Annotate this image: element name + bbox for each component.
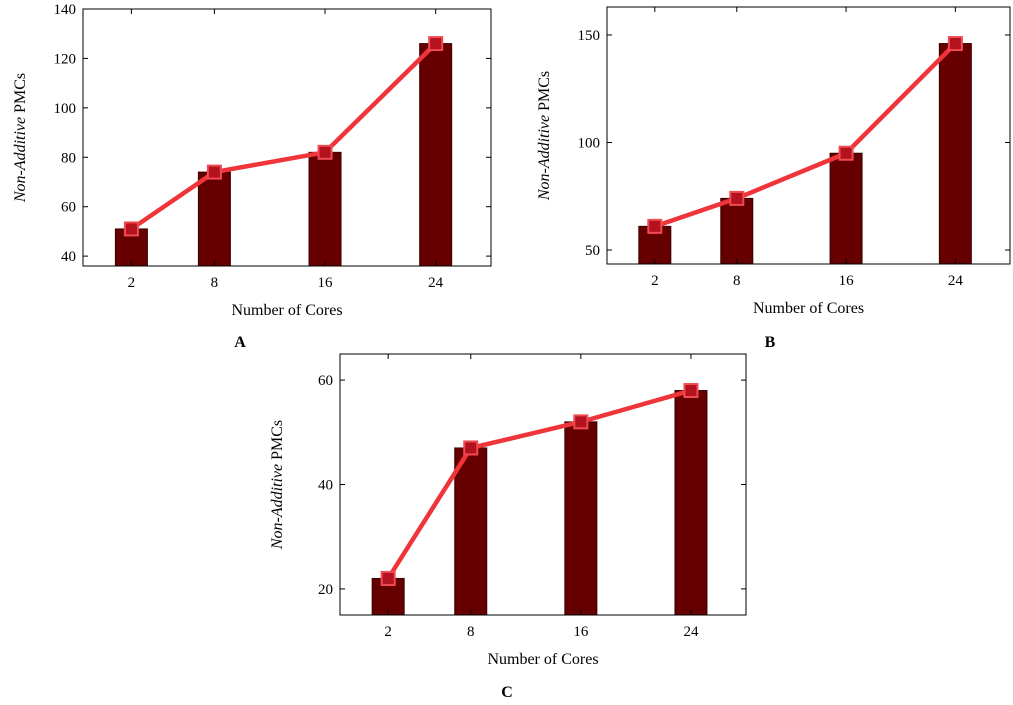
bar-c-16 xyxy=(564,421,598,616)
chart-panel-a: 40 60 80 100 120 140 2 8 16 24 Number of Cores Non-… xyxy=(12,2,492,351)
series-line-b xyxy=(652,41,958,229)
x-tick-label-b: 8 xyxy=(733,273,741,289)
series-line-c xyxy=(385,388,694,581)
bar-b-24 xyxy=(938,43,972,265)
x-tick-label-c: 8 xyxy=(467,624,475,640)
marker-a-24 xyxy=(428,36,444,52)
bar-b-16 xyxy=(829,152,863,265)
y-axis-label-a: Non-Additive PMCs xyxy=(12,73,29,203)
bar-a-16 xyxy=(308,151,342,267)
chart-panel-c: 20 40 60 2 8 16 24 Number of Cores Non-Additive … xyxy=(269,353,747,701)
y-tick-label-c: 60 xyxy=(318,373,333,389)
bar-a-8 xyxy=(197,171,231,267)
y-tick-label-a: 100 xyxy=(54,101,77,117)
x-axis-label-b: Number of Cores xyxy=(753,300,864,317)
x-tick-label-a: 24 xyxy=(428,275,444,291)
y-axis-label-b: Non-Additive PMCs xyxy=(536,71,553,201)
chart-panel-b: 50 100 150 2 8 16 24 Number of Cores Non-Additiv… xyxy=(536,6,1011,351)
x-tick-label-b: 2 xyxy=(651,273,659,289)
y-tick-label-c: 40 xyxy=(318,478,333,494)
x-axis-label-c: Number of Cores xyxy=(487,651,598,668)
x-tick-label-c: 16 xyxy=(573,624,589,640)
series-line-a xyxy=(129,41,438,232)
y-tick-label-a: 120 xyxy=(54,51,77,67)
panel-label-a: A xyxy=(234,334,246,351)
x-tick-label-c: 24 xyxy=(683,624,699,640)
x-axis-label-a: Number of Cores xyxy=(231,302,342,319)
y-tick-label-c: 20 xyxy=(318,582,333,598)
bar-c-24 xyxy=(674,390,708,616)
panel-label-c: C xyxy=(501,684,513,701)
marker-b-16 xyxy=(838,145,854,161)
y-axis-label-c: Non-Additive PMCs xyxy=(269,420,286,550)
panel-label-b: B xyxy=(765,334,776,351)
x-tick-label-a: 16 xyxy=(318,275,334,291)
x-tick-label-c: 2 xyxy=(384,624,392,640)
y-tick-label-b: 100 xyxy=(578,135,601,151)
marker-a-2 xyxy=(123,221,139,237)
marker-a-16 xyxy=(317,144,333,160)
marker-b-2 xyxy=(647,218,663,234)
marker-c-8 xyxy=(463,440,479,456)
marker-c-16 xyxy=(573,414,589,430)
marker-c-24 xyxy=(683,383,699,399)
y-tick-label-a: 80 xyxy=(61,150,76,166)
y-tick-label-a: 140 xyxy=(54,2,77,18)
bar-a-24 xyxy=(419,43,453,267)
y-tick-label-b: 150 xyxy=(578,28,601,44)
marker-a-8 xyxy=(206,164,222,180)
x-tick-label-a: 2 xyxy=(128,275,136,291)
y-tick-label-a: 40 xyxy=(61,249,76,265)
marker-b-24 xyxy=(947,36,963,52)
bar-c-8 xyxy=(454,447,488,616)
marker-c-2 xyxy=(380,570,396,586)
bar-b-8 xyxy=(720,197,754,265)
axes-frame-b xyxy=(606,6,1011,265)
x-tick-label-a: 8 xyxy=(211,275,219,291)
x-tick-label-b: 16 xyxy=(839,273,855,289)
y-tick-label-b: 50 xyxy=(585,243,600,259)
x-tick-label-b: 24 xyxy=(948,273,964,289)
axes-frame-a xyxy=(82,8,492,267)
marker-b-8 xyxy=(729,190,745,206)
y-tick-label-a: 60 xyxy=(61,200,76,216)
